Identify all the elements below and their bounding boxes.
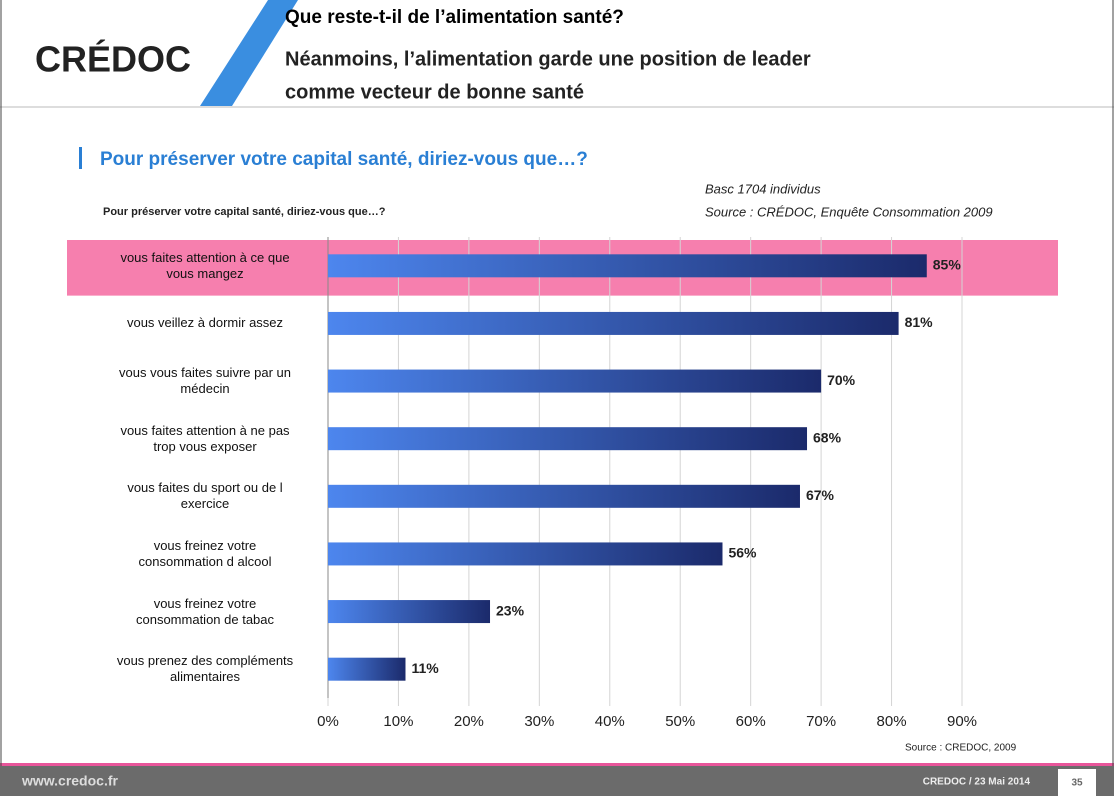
- y-tick-label: vous freinez votre consommation de tabac: [135, 595, 275, 627]
- footer-url: www.credoc.fr: [21, 773, 119, 789]
- x-tick-label: 20%: [454, 713, 484, 730]
- page-number: 35: [1071, 778, 1083, 789]
- y-tick-label: vous prenez des compléments alimentaires: [116, 653, 294, 685]
- x-tick-label: 10%: [383, 713, 413, 730]
- logo: CRÉDOC: [35, 39, 191, 80]
- slide-title: Que reste-t-il de l’alimentation santé?: [285, 7, 624, 28]
- value-label: 11%: [411, 660, 439, 676]
- x-tick-label: 70%: [806, 713, 836, 730]
- footer-event: CREDOC / 23 Mai 2014: [923, 777, 1031, 788]
- x-tick-label: 50%: [665, 713, 695, 730]
- y-tick-label: vous vous faites suivre par un médecin: [119, 365, 291, 397]
- y-tick-label: vous faites attention à ce que vous mang…: [120, 249, 290, 281]
- y-tick-label: vous freinez votre consommation d alcool: [138, 537, 272, 569]
- bar: [328, 369, 822, 393]
- bar: [328, 600, 491, 624]
- y-tick-label: vous veillez à dormir assez: [126, 315, 284, 331]
- x-tick-label: 0%: [317, 713, 339, 730]
- value-label: 56%: [728, 545, 757, 561]
- bar: [328, 311, 899, 335]
- y-tick-label: vous faites attention à ne pas trop vous…: [120, 422, 290, 454]
- x-tick-label: 80%: [877, 713, 907, 730]
- bar: [328, 542, 723, 566]
- page-box: [1058, 769, 1096, 796]
- heading-marker: [79, 147, 82, 169]
- section-heading: Pour préserver votre capital santé, diri…: [100, 149, 588, 170]
- bar: [328, 484, 800, 508]
- header-stripe: [200, 0, 298, 106]
- source: Source : CREDOC, 2009: [905, 743, 1017, 754]
- note: Source : CRÉDOC, Enquête Consommation 20…: [705, 204, 993, 219]
- note: Basc 1704 individus: [705, 181, 821, 196]
- value-label: 23%: [496, 602, 525, 618]
- chart-title: Pour préserver votre capital santé, diri…: [103, 206, 386, 218]
- x-tick-label: 30%: [524, 713, 554, 730]
- value-label: 70%: [827, 372, 856, 388]
- slide-subtitle: Néanmoins, l’alimentation garde une posi…: [285, 48, 811, 70]
- y-tick-label: vous faites du sport ou de l exercice: [127, 480, 283, 512]
- value-label: 85%: [933, 257, 962, 273]
- footer-rule: [0, 763, 1114, 766]
- slide-subtitle: comme vecteur de bonne santé: [285, 81, 584, 103]
- value-label: 81%: [905, 314, 934, 330]
- x-tick-label: 40%: [595, 713, 625, 730]
- x-tick-label: 60%: [736, 713, 766, 730]
- bar: [328, 254, 927, 278]
- x-tick-label: 90%: [947, 713, 977, 730]
- value-label: 68%: [813, 429, 842, 445]
- bar: [328, 427, 808, 451]
- bar: [328, 657, 406, 681]
- footer: [0, 766, 1114, 796]
- value-label: 67%: [806, 487, 835, 503]
